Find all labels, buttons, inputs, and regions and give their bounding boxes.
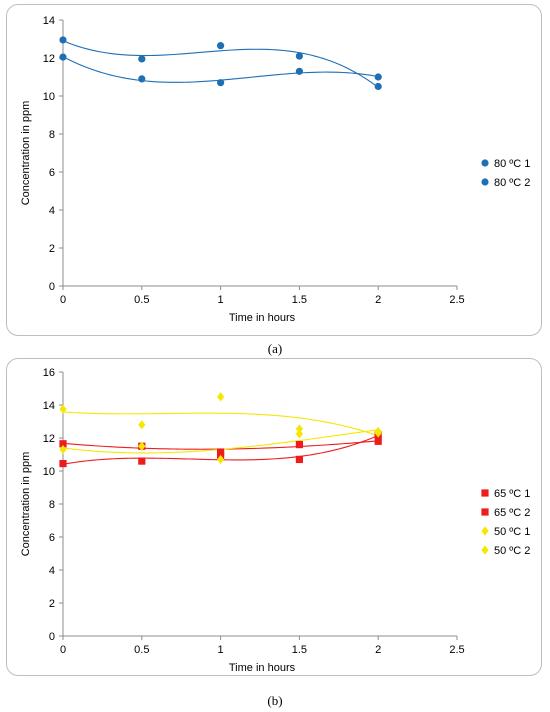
c1-x-tick-label: 1: [218, 644, 224, 656]
c1-legend-marker-4: [481, 545, 489, 555]
c0-y-tick-label: 8: [49, 129, 55, 141]
c0-series-1-point: [295, 52, 303, 60]
c0-x-tick-label: 1: [218, 294, 224, 306]
c1-legend-marker-2: [481, 508, 489, 516]
c1-series-3-point: [59, 404, 67, 414]
c0-trendline-1: [62, 40, 379, 88]
c1-trendline-3: [62, 411, 379, 437]
c1-legend-label-2: 65 ºC 2: [494, 507, 530, 519]
c1-trendline-1: [62, 440, 379, 450]
c0-y-tick-label: 10: [43, 91, 55, 103]
c1-x-tick-label: 0.5: [134, 644, 149, 656]
c0-legend-label-2: 80 ºC 2: [494, 177, 530, 189]
c1-y-tick-label: 8: [49, 499, 55, 511]
c1-y-tick-label: 0: [49, 631, 55, 643]
chart-b-svg: 0 2 4 6 8 10 12 14 16 0 0.5 1 1.5 2 2.5 Time in hours Co…: [20, 367, 530, 674]
c0-y-tick-label: 6: [49, 167, 55, 179]
c0-x-tick-label: 1.5: [292, 294, 307, 306]
c1-y-tick-label: 12: [43, 433, 55, 445]
c1-y-tick-label: 14: [43, 400, 55, 412]
c1-x-tick-label: 2.5: [449, 644, 464, 656]
c1-series-3-point: [217, 392, 225, 402]
caption-b: (b): [267, 693, 283, 708]
c1-y-tick-label: 2: [49, 598, 55, 610]
c1-series-1-point: [374, 437, 382, 445]
c1-series-4-point: [295, 429, 303, 439]
c1-series-2-point: [59, 459, 67, 468]
c0-legend-label-1: 80 ºC 1: [494, 158, 530, 170]
c0-y-tick-label: 2: [49, 243, 55, 255]
c0-y-tick-label: 0: [49, 281, 55, 293]
c1-x-tick-label: 2: [375, 644, 381, 656]
c0-y-tick-label: 14: [43, 15, 55, 27]
c0-series-1-point: [59, 36, 67, 44]
c0-x-tick-label: 2: [375, 294, 381, 306]
c1-series-4-point: [138, 441, 146, 451]
c0-series-1-point: [217, 42, 225, 50]
c0-y-tick-label: 12: [43, 53, 55, 65]
c0-x-tick-label: 0.5: [134, 294, 149, 306]
c1-series-2-point: [295, 455, 303, 464]
c1-legend-label-1: 65 ºC 1: [494, 488, 530, 500]
c0-y-tick-label: 4: [49, 205, 55, 217]
c0-x-tick-label: 2.5: [449, 294, 464, 306]
c1-x-axis-title: Time in hours: [229, 662, 296, 674]
chart-panel-b: 0 2 4 6 8 10 12 14 16 0 0.5 1 1.5 2 2.5 Time in hours Co…: [6, 358, 542, 676]
c1-series-2-point: [138, 457, 146, 465]
c1-y-axis-title: Concentration in ppm: [20, 452, 32, 557]
c0-x-tick-label: 0: [60, 294, 66, 306]
c1-series-1-point: [59, 440, 67, 448]
c0-x-axis-title: Time in hours: [229, 312, 296, 324]
chart-panel-a: 0 2 4 6 8 10 12 14 0 0.5 1 1.5 2 2.5 Time in hours Conc…: [6, 4, 542, 336]
c0-series-2-point: [138, 75, 146, 83]
c1-legend-label-3: 50 ºC 1: [494, 526, 530, 538]
c1-x-tick-label: 0: [60, 644, 66, 656]
c0-legend-marker-2: [481, 178, 489, 186]
caption-a: (a): [267, 341, 283, 356]
c1-series-3-point: [295, 424, 303, 434]
c0-series-1-point: [138, 55, 146, 63]
c1-series-3-point: [138, 420, 146, 430]
c0-trendline-2: [62, 56, 379, 83]
c0-series-2-point: [374, 73, 382, 81]
c1-legend-label-4: 50 ºC 2: [494, 545, 530, 557]
c1-series-1-point: [295, 441, 303, 449]
c0-y-axis-title: Concentration in ppm: [20, 101, 32, 206]
c1-y-tick-label: 16: [43, 367, 55, 379]
c1-legend-marker-3: [481, 526, 489, 536]
c0-series-2-point: [295, 67, 303, 75]
c0-series-2-point: [217, 79, 225, 87]
c1-y-tick-label: 6: [49, 532, 55, 544]
c0-series-1-point: [374, 82, 382, 91]
c0-series-2-point: [59, 53, 67, 61]
chart-a-svg: 0 2 4 6 8 10 12 14 0 0.5 1 1.5 2 2.5 Time in hours Conc…: [20, 15, 530, 324]
c0-legend-marker-1: [481, 159, 489, 167]
c1-y-tick-label: 10: [43, 466, 55, 478]
c1-y-tick-label: 4: [49, 565, 55, 577]
c1-legend-marker-1: [481, 489, 489, 497]
c1-x-tick-label: 1.5: [292, 644, 307, 656]
